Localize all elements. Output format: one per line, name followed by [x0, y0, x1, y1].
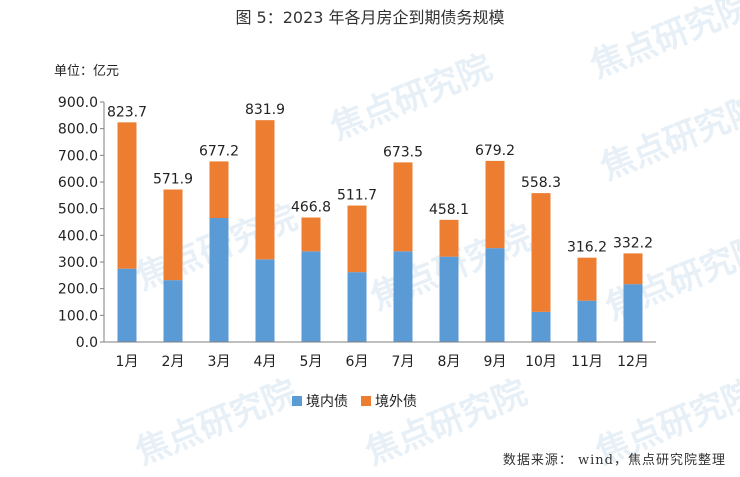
y-tick-label: 700.0: [58, 148, 98, 164]
bar-domestic: [347, 272, 367, 342]
bar-overseas: [209, 161, 229, 218]
bar-overseas: [531, 193, 551, 312]
y-tick-label: 0.0: [76, 335, 98, 351]
chart-title: 图 5：2023 年各月房企到期债务规模: [235, 8, 505, 27]
y-tick-label: 400.0: [58, 228, 98, 244]
legend-swatch: [292, 396, 302, 406]
x-tick-label: 12月: [617, 354, 649, 370]
unit-label: 单位：亿元: [54, 64, 120, 79]
axes: [100, 101, 656, 343]
data-label: 831.9: [245, 102, 285, 118]
bar-overseas: [163, 189, 183, 281]
bar-overseas: [301, 217, 321, 252]
bar-overseas: [485, 160, 505, 249]
x-tick-label: 6月: [346, 354, 369, 370]
x-axis-ticks: 1月 2月 3月 4月 5月 6月 7月 8月 9月 10月 11月 12月: [116, 354, 649, 370]
bars: [117, 120, 643, 342]
y-tick-label: 100.0: [58, 308, 98, 324]
legend-label: 境内债: [306, 394, 348, 410]
y-tick-label: 900.0: [58, 95, 98, 111]
data-label: 679.2: [475, 143, 515, 159]
x-tick-label: 9月: [484, 354, 507, 370]
x-tick-label: 10月: [525, 354, 557, 370]
data-label: 571.9: [153, 171, 193, 187]
data-label: 511.7: [337, 188, 377, 204]
x-tick-label: 8月: [438, 354, 461, 370]
x-tick-label: 4月: [254, 354, 277, 370]
bar-domestic: [623, 284, 643, 342]
bar-overseas: [439, 219, 459, 257]
y-tick-label: 200.0: [58, 282, 98, 298]
bar-overseas: [347, 205, 367, 273]
data-label: 673.5: [383, 144, 423, 160]
bar-overseas: [393, 162, 413, 252]
bar-domestic: [485, 248, 505, 342]
legend-swatch: [361, 396, 371, 406]
data-label: 332.2: [613, 235, 653, 251]
data-label: 316.2: [567, 240, 607, 256]
data-label: 458.1: [429, 202, 469, 218]
bar-domestic: [531, 311, 551, 342]
y-tick-label: 600.0: [58, 175, 98, 191]
bar-overseas: [623, 253, 643, 285]
data-label: 558.3: [521, 175, 561, 191]
bar-domestic: [163, 280, 183, 342]
data-label: 466.8: [291, 200, 331, 216]
source-note: 数据来源： wind，焦点研究院整理: [502, 453, 726, 468]
x-tick-label: 11月: [571, 354, 603, 370]
y-tick-label: 500.0: [58, 202, 98, 218]
bar-domestic: [439, 256, 459, 342]
bar-domestic: [255, 259, 275, 342]
data-label: 823.7: [107, 104, 147, 120]
bar-domestic: [301, 251, 321, 342]
legend-label: 境外债: [375, 394, 417, 410]
bar-domestic: [117, 268, 137, 342]
y-axis-ticks: 0.0 100.0 200.0 300.0 400.0 500.0 600.0 700.0 80…: [58, 95, 98, 351]
x-tick-label: 1月: [116, 354, 139, 370]
data-label: 677.2: [199, 143, 239, 159]
bar-domestic: [393, 251, 413, 342]
bar-overseas: [255, 120, 275, 260]
x-tick-label: 5月: [300, 354, 323, 370]
y-tick-label: 300.0: [58, 255, 98, 271]
bar-domestic: [209, 218, 229, 342]
bar-domestic: [577, 300, 597, 342]
x-tick-label: 7月: [392, 354, 415, 370]
bar-overseas: [117, 122, 137, 269]
legend: 境内债 境外债: [292, 394, 417, 410]
y-tick-label: 800.0: [58, 122, 98, 138]
total-labels: 823.7 571.9 677.2 831.9 466.8 511.7 673.5 458.1…: [107, 102, 653, 256]
x-tick-label: 2月: [162, 354, 185, 370]
x-tick-label: 3月: [208, 354, 231, 370]
bar-overseas: [577, 257, 597, 301]
